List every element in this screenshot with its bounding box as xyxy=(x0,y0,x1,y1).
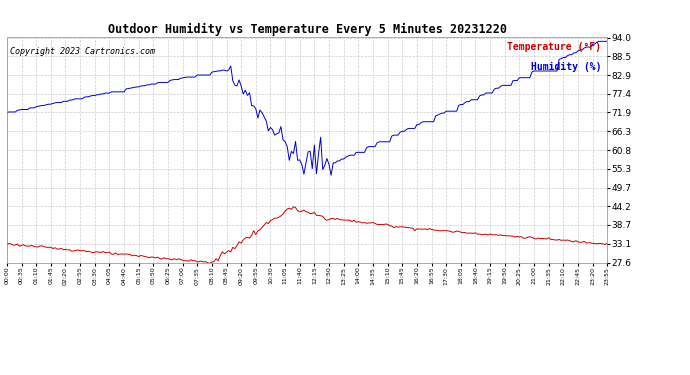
Text: Humidity (%): Humidity (%) xyxy=(531,62,601,72)
Text: Temperature (°F): Temperature (°F) xyxy=(507,42,601,52)
Title: Outdoor Humidity vs Temperature Every 5 Minutes 20231220: Outdoor Humidity vs Temperature Every 5 … xyxy=(108,23,506,36)
Text: Copyright 2023 Cartronics.com: Copyright 2023 Cartronics.com xyxy=(10,46,155,56)
